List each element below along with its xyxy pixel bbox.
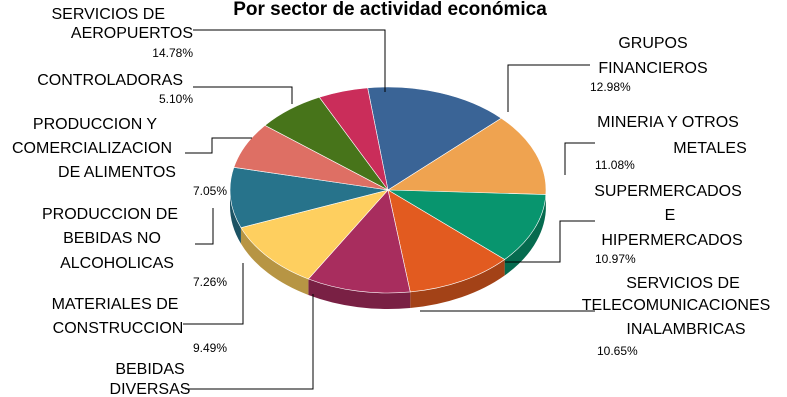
slice-value-label: 12.98% [590, 80, 631, 94]
slice-4 [307, 189, 411, 294]
leader-line [507, 64, 590, 112]
leader-line [183, 263, 244, 325]
leader-line [195, 208, 214, 245]
slice-label: SERVICIOS DE AEROPUERTOS [51, 6, 193, 42]
chart-title: Por sector de actividad económica [233, 0, 547, 20]
slice-5 [240, 189, 389, 280]
leader-line [193, 29, 386, 92]
leader-line [185, 294, 314, 390]
slice-side [410, 259, 505, 308]
leader-lines [183, 29, 595, 390]
slice-side [308, 278, 411, 309]
slice-value-label: 9.49% [193, 341, 227, 355]
slice-label: BEBIDAS DIVERSAS [110, 361, 191, 397]
slice-label: SERVICIOS DE TELECOMUNICACIONES INALAMBRIC… [582, 275, 770, 338]
leader-line [185, 137, 252, 154]
slice-0 [367, 86, 502, 191]
slice-side [240, 227, 309, 295]
slice-label: GRUPOS FINANCIEROS [598, 35, 707, 77]
slice-1 [387, 117, 547, 195]
pie-slices [229, 86, 547, 294]
slice-value-label: 11.08% [595, 158, 635, 172]
pie-sides [230, 190, 546, 309]
slice-value-label: 7.05% [193, 184, 227, 198]
slice-value-label: 10.65% [597, 344, 638, 358]
slice-label: PRODUCCION Y COMERCIALIZACION DE ALIMENTOS [12, 116, 176, 181]
slice-label: CONTROLADORAS [37, 72, 183, 89]
slice-value-label: 14.78% [152, 46, 193, 60]
slice-6 [229, 166, 389, 229]
slice-side [230, 190, 241, 244]
slice-side [504, 194, 546, 276]
slice-labels: SERVICIOS DE AEROPUERTOS 14.78% GRUPOS FINAN… [12, 6, 770, 397]
slice-value-label: 10.97% [595, 252, 636, 266]
slice-label: PRODUCCION DE BEBIDAS NO ALCOHOLICAS [42, 206, 178, 272]
slice-2 [386, 189, 547, 260]
slice-value-label: 5.10% [159, 92, 193, 106]
slice-label: SUPERMERCADOS E HIPERMERCADOS [594, 183, 742, 249]
leader-line [505, 220, 595, 263]
leader-line [193, 86, 293, 104]
slice-9 [318, 87, 389, 191]
slice-label: MATERIALES DE CONSTRUCCION [52, 296, 184, 337]
slice-3 [387, 189, 506, 293]
leader-line [564, 142, 595, 175]
slice-value-label: 7.26% [193, 275, 227, 289]
slice-label: MINERIA Y OTROS METALES [597, 114, 747, 157]
